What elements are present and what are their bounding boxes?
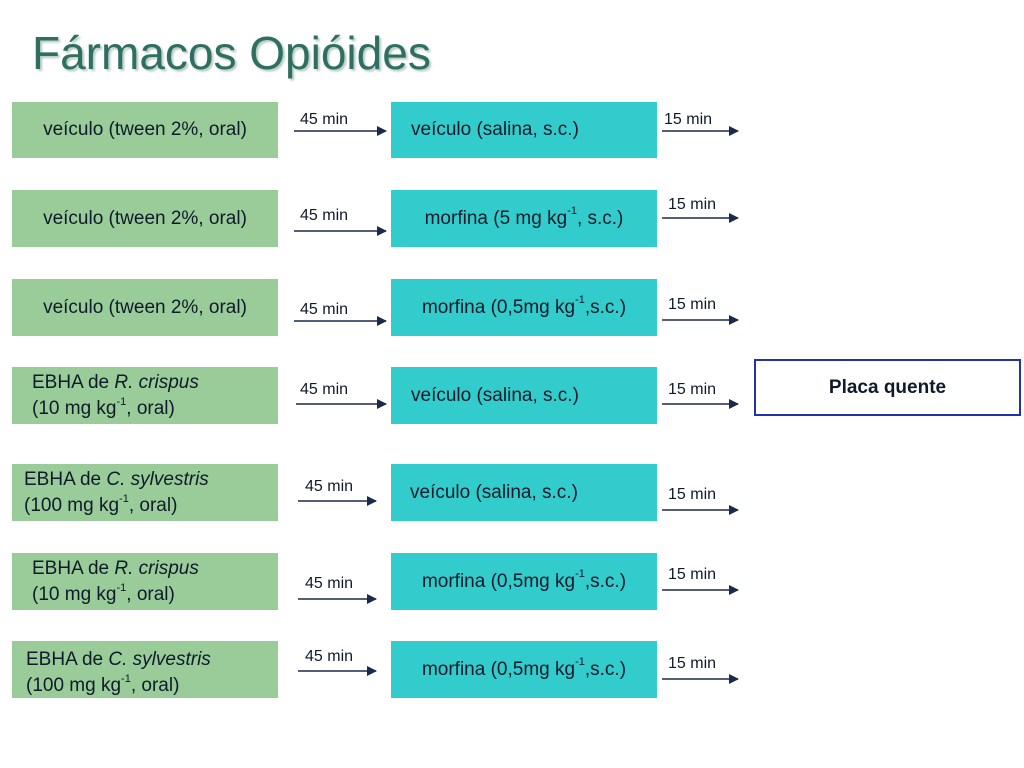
pretreatment-box-2: veículo (tween 2%, oral) xyxy=(12,190,278,247)
time-label-15: 15 min xyxy=(668,486,717,503)
treatment-box-5: veículo (salina, s.c.) xyxy=(391,464,657,521)
endpoint-label: Placa quente xyxy=(828,376,947,398)
treatment-box-6: morfina (0,5mg kg-1,s.c.) xyxy=(391,553,657,610)
pretreatment-box-4: EBHA de R. crispus (10 mg kg-1, oral) xyxy=(12,367,278,424)
treatment-box-2: morfina (5 mg kg-1, s.c.) xyxy=(391,190,657,247)
treatment-box-4: veículo (salina, s.c.) xyxy=(391,367,657,424)
pretreatment-line1: EBHA de C. sylvestris xyxy=(26,649,211,670)
pretreatment-label: veículo (tween 2%, oral) xyxy=(43,296,247,318)
time-label-15: 15 min xyxy=(668,381,717,398)
time-label-15: 15 min xyxy=(668,655,717,672)
page-title: Fármacos Opióides xyxy=(32,27,431,79)
endpoint-box-placa-quente: Placa quente xyxy=(754,359,1021,416)
treatment-label: morfina (0,5mg kg-1,s.c.) xyxy=(421,294,627,318)
treatment-label: morfina (5 mg kg-1, s.c.) xyxy=(424,205,624,229)
treatment-label: veículo (salina, s.c.) xyxy=(411,119,579,140)
time-label-45: 45 min xyxy=(300,381,349,398)
time-label-45: 45 min xyxy=(305,575,354,592)
pretreatment-line2: (10 mg kg-1, oral) xyxy=(32,395,175,419)
pretreatment-line2: (10 mg kg-1, oral) xyxy=(32,581,175,605)
pretreatment-box-5: EBHA de C. sylvestris (100 mg kg-1, oral… xyxy=(12,464,278,521)
pretreatment-box-1: veículo (tween 2%, oral) xyxy=(12,102,278,158)
pretreatment-box-6: EBHA de R. crispus (10 mg kg-1, oral) xyxy=(12,553,278,610)
treatment-box-1: veículo (salina, s.c.) xyxy=(391,102,657,158)
treatment-box-7: morfina (0,5mg kg-1,s.c.) xyxy=(391,641,657,698)
time-label-15: 15 min xyxy=(668,196,717,213)
pretreatment-label: veículo (tween 2%, oral) xyxy=(43,207,247,229)
treatment-label: veículo (salina, s.c.) xyxy=(411,384,579,406)
time-label-45: 45 min xyxy=(305,478,354,495)
time-label-45: 45 min xyxy=(305,648,354,665)
pretreatment-line1: EBHA de R. crispus xyxy=(32,558,199,579)
pretreatment-box-3: veículo (tween 2%, oral) xyxy=(12,279,278,336)
pretreatment-label: veículo (tween 2%, oral) xyxy=(43,119,247,140)
pretreatment-line2: (100 mg kg-1, oral) xyxy=(24,492,178,516)
time-label-15: 15 min xyxy=(664,111,713,128)
time-label-15: 15 min xyxy=(668,296,717,313)
treatment-label: morfina (0,5mg kg-1,s.c.) xyxy=(421,568,627,592)
time-label-15: 15 min xyxy=(668,566,717,583)
pretreatment-line1: EBHA de C. sylvestris xyxy=(24,469,209,490)
pretreatment-line1: EBHA de R. crispus xyxy=(32,372,199,393)
time-label-45: 45 min xyxy=(300,111,349,128)
pretreatment-box-7: EBHA de C. sylvestris (100 mg kg-1, oral… xyxy=(12,641,278,698)
time-label-45: 45 min xyxy=(300,301,349,318)
time-label-45: 45 min xyxy=(300,207,349,224)
treatment-label: veículo (salina, s.c.) xyxy=(410,481,578,503)
treatment-label: morfina (0,5mg kg-1,s.c.) xyxy=(421,656,627,680)
treatment-box-3: morfina (0,5mg kg-1,s.c.) xyxy=(391,279,657,336)
pretreatment-line2: (100 mg kg-1, oral) xyxy=(26,672,180,696)
